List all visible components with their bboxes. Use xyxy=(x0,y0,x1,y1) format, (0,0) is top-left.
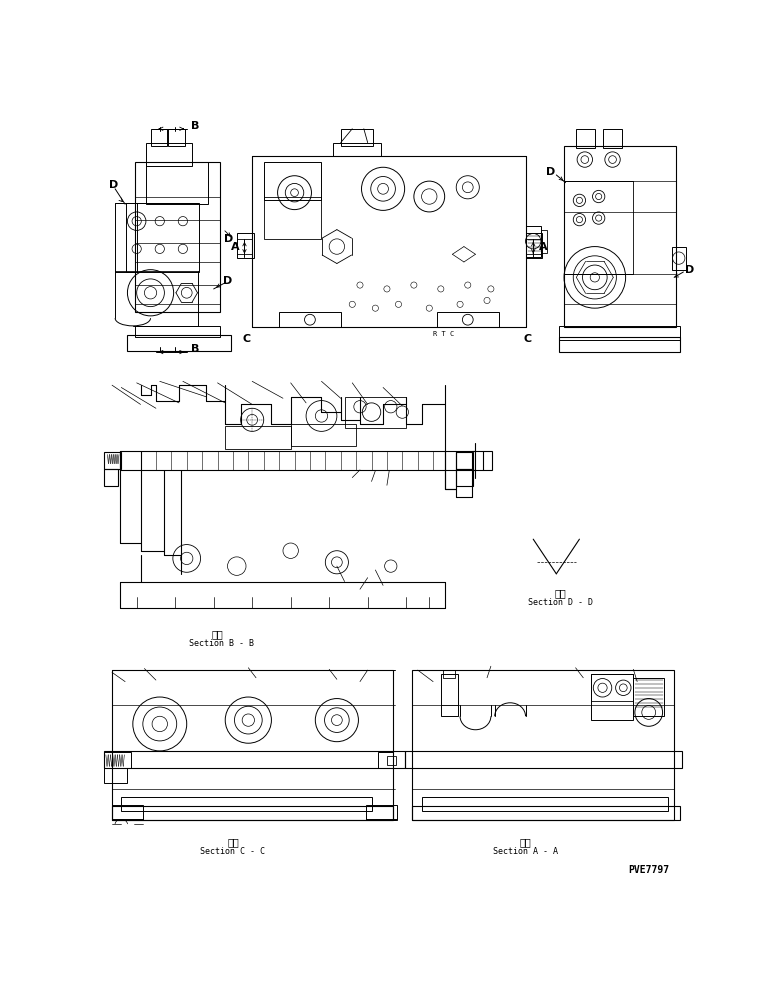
Bar xyxy=(413,807,681,821)
Bar xyxy=(437,312,499,328)
Bar xyxy=(413,670,675,821)
Text: A: A xyxy=(230,242,239,252)
Bar xyxy=(237,233,253,258)
Text: D: D xyxy=(223,276,233,286)
Text: D: D xyxy=(685,265,695,275)
Bar xyxy=(591,674,633,720)
Bar xyxy=(564,181,633,274)
Text: 断面: 断面 xyxy=(227,837,239,847)
Bar xyxy=(127,335,231,351)
Bar xyxy=(405,751,682,768)
Text: PVE7797: PVE7797 xyxy=(628,866,669,875)
Bar xyxy=(115,202,136,272)
Bar xyxy=(104,751,405,768)
Bar xyxy=(367,805,397,821)
Bar xyxy=(526,226,541,257)
Bar xyxy=(456,469,473,486)
Text: Section B - B: Section B - B xyxy=(189,638,254,647)
Text: B: B xyxy=(191,121,199,130)
Bar xyxy=(603,128,622,148)
Bar xyxy=(559,337,681,352)
Bar xyxy=(541,230,547,253)
Bar xyxy=(168,128,185,145)
Bar xyxy=(345,396,407,427)
Text: R T C: R T C xyxy=(433,331,454,337)
Bar xyxy=(440,674,457,716)
Bar xyxy=(104,768,127,783)
Bar xyxy=(456,452,473,469)
Bar xyxy=(112,805,142,821)
Text: 断面: 断面 xyxy=(520,837,531,847)
Bar xyxy=(150,128,167,145)
Bar xyxy=(377,752,393,768)
Bar xyxy=(112,670,393,821)
Bar xyxy=(290,424,356,446)
Bar xyxy=(564,146,676,328)
Bar xyxy=(387,756,397,765)
Bar xyxy=(126,202,199,272)
Bar xyxy=(333,142,380,156)
Bar xyxy=(121,797,371,811)
Bar xyxy=(559,326,681,340)
Bar xyxy=(225,426,290,449)
Text: 断面: 断面 xyxy=(212,628,223,638)
Bar xyxy=(104,469,118,486)
Bar xyxy=(633,677,664,716)
Bar xyxy=(526,233,543,258)
Bar xyxy=(444,670,456,677)
Bar xyxy=(146,162,207,204)
Bar xyxy=(576,128,595,148)
Bar xyxy=(135,162,220,312)
Text: 断面: 断面 xyxy=(554,588,566,598)
Bar xyxy=(671,247,686,270)
Text: D: D xyxy=(223,234,233,244)
Text: Section A - A: Section A - A xyxy=(493,847,558,856)
Text: C: C xyxy=(524,334,532,344)
Text: A: A xyxy=(539,242,547,252)
Bar xyxy=(263,162,322,200)
Text: Section D - D: Section D - D xyxy=(527,598,593,607)
Text: Section C - C: Section C - C xyxy=(200,847,266,856)
Bar xyxy=(104,452,121,469)
Bar xyxy=(340,128,373,145)
Bar xyxy=(263,196,322,239)
Bar xyxy=(484,450,493,470)
Text: B: B xyxy=(191,344,199,354)
Text: D: D xyxy=(109,180,119,190)
Bar xyxy=(135,326,220,338)
Bar xyxy=(112,807,393,821)
Bar xyxy=(104,752,131,768)
Bar xyxy=(279,312,340,328)
Bar xyxy=(146,142,192,165)
Bar xyxy=(591,674,633,701)
Bar xyxy=(422,797,668,811)
Text: D: D xyxy=(546,167,556,177)
Text: C: C xyxy=(243,334,251,344)
